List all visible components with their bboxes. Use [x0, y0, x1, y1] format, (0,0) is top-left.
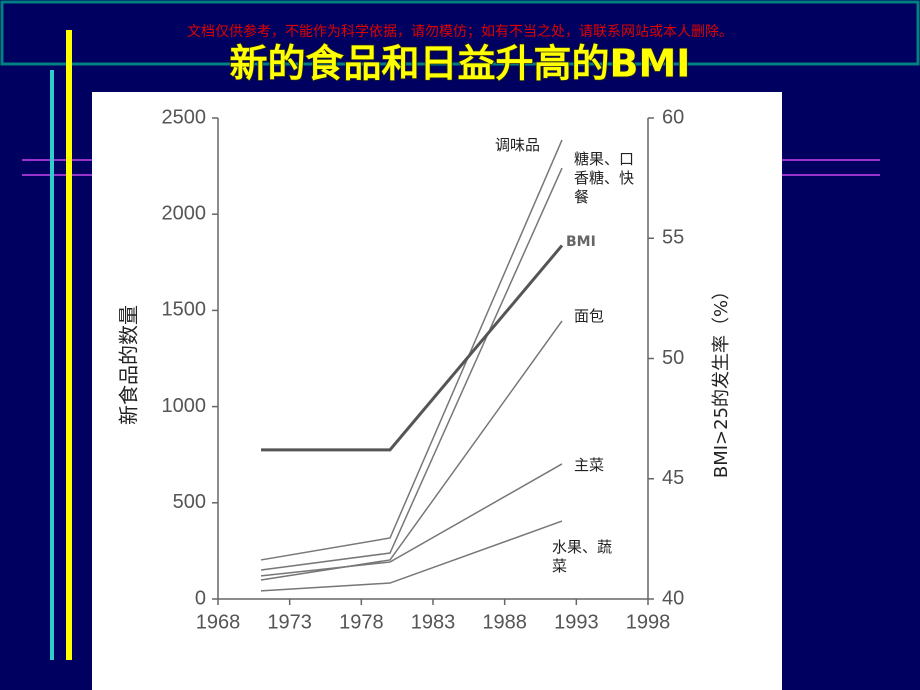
- chart-panel: [92, 92, 782, 690]
- y-axis-label: 新食品的数量: [117, 305, 141, 425]
- x-tick-label: 1978: [339, 611, 384, 633]
- series-line: [261, 244, 564, 452]
- x-tick-label: 1988: [482, 611, 527, 633]
- y-tick-label: 2500: [162, 106, 207, 128]
- x-tick-label: 1983: [411, 611, 456, 633]
- y-tick-label: 0: [195, 587, 206, 609]
- series-label: 糖果、口香糖、快餐: [574, 150, 635, 206]
- x-tick-label: 1968: [196, 611, 241, 633]
- x-tick-label: 1998: [626, 611, 671, 633]
- series-label-text: BMI: [566, 234, 596, 250]
- y2-tick-label: 50: [662, 347, 684, 369]
- series-label-text: 调味品: [495, 136, 541, 154]
- y2-tick-label: 40: [662, 587, 684, 609]
- series-line: [260, 167, 563, 571]
- x-tick-label: 1973: [267, 611, 312, 633]
- series-label: BMI: [566, 234, 596, 250]
- y2-tick-label: 55: [662, 227, 684, 249]
- notice-box: [0, 0, 920, 66]
- y-tick-label: 1500: [162, 299, 207, 321]
- x-tick-label: 1993: [554, 611, 599, 633]
- y2-tick-label: 60: [662, 106, 684, 128]
- y2-tick-label: 45: [662, 467, 684, 489]
- notice: 文档仅供参考，不能作为科学依据，请勿模仿；如有不当之处，请联系网站或本人删除。: [187, 23, 733, 40]
- series-line: [260, 139, 563, 561]
- series-line: [260, 520, 563, 592]
- series-label: 调味品: [495, 136, 541, 154]
- series-label: 面包: [574, 307, 605, 325]
- y-tick-label: 1000: [162, 395, 207, 417]
- slide-title: 新的食品和日益升高的BMI: [230, 42, 691, 86]
- series-line: [260, 320, 563, 581]
- series-label-text: 糖果、口香糖、快餐: [574, 150, 635, 206]
- series-label: 水果、蔬菜: [552, 538, 613, 575]
- series-label-text: 水果、蔬菜: [552, 538, 613, 575]
- series-label: 主菜: [574, 456, 605, 474]
- y2-axis-label: BMI>25的发生率（%）: [711, 282, 732, 478]
- y-tick-label: 2000: [162, 202, 207, 224]
- series-label-text: 主菜: [574, 456, 605, 474]
- series-label-text: 面包: [574, 307, 605, 325]
- y-tick-label: 500: [173, 491, 206, 513]
- series-line: [260, 463, 563, 577]
